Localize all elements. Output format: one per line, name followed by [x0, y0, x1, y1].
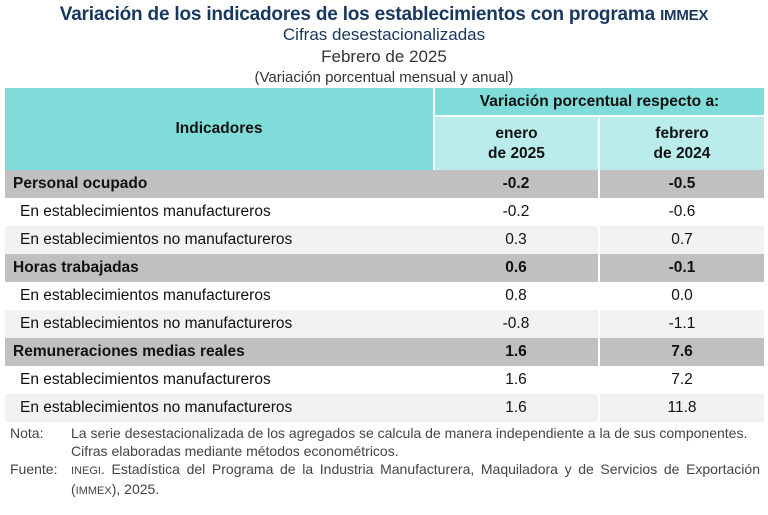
- value-febrero-2024: 11.8: [599, 394, 764, 422]
- row-label: En establecimientos no manufactureros: [5, 310, 434, 338]
- header-group: Variación porcentual respecto a:: [434, 88, 764, 116]
- period: Febrero de 2025: [321, 47, 447, 66]
- value-enero-2025: 0.6: [434, 254, 600, 282]
- value-febrero-2024: -0.6: [599, 198, 764, 226]
- title-suffix: IMMEX: [660, 7, 709, 24]
- table-row: En establecimientos no manufactureros 0.3…: [5, 226, 764, 254]
- value-febrero-2024: -1.1: [599, 310, 764, 338]
- nota-text-2: Cifras elaboradas mediante métodos econo…: [71, 443, 399, 459]
- fuente-text: INEGI. Estadística del Programa de la In…: [71, 460, 760, 500]
- header-col1-line1: enero: [495, 124, 538, 142]
- group-row: Horas trabajadas 0.6 -0.1: [5, 254, 764, 282]
- fuente-immex: IMMEX: [75, 485, 112, 497]
- value-febrero-2024: 0.7: [599, 226, 764, 254]
- page-title: Variación de los indicadores de los esta…: [0, 4, 768, 26]
- row-label: Remuneraciones medias reales: [5, 338, 434, 366]
- value-febrero-2024: 0.0: [599, 282, 764, 310]
- value-enero-2025: -0.8: [434, 310, 600, 338]
- value-enero-2025: 1.6: [434, 394, 600, 422]
- fuente-text-1: . Estadística del Programa de la Industr…: [71, 461, 760, 497]
- table-row: En establecimientos no manufactureros -0.…: [5, 310, 764, 338]
- value-enero-2025: 0.3: [434, 226, 600, 254]
- fuente-text-2: ), 2025.: [111, 481, 160, 497]
- row-label: En establecimientos manufactureros: [5, 198, 434, 226]
- table-row: En establecimientos manufactureros 0.8 0.0: [5, 282, 764, 310]
- value-febrero-2024: 7.6: [599, 338, 764, 366]
- group-row: Personal ocupado -0.2 -0.5: [5, 170, 764, 198]
- value-enero-2025: 1.6: [434, 338, 600, 366]
- notes: Nota: La serie desestacionalizada de los …: [10, 424, 760, 500]
- header-col1-line2: de 2025: [488, 144, 545, 162]
- value-enero-2025: 1.6: [434, 366, 600, 394]
- table-row: En establecimientos no manufactureros 1.6…: [5, 394, 764, 422]
- value-enero-2025: -0.2: [434, 170, 600, 198]
- header-indicadores: Indicadores: [5, 88, 435, 170]
- nota-text: La serie desestacionalizada de los agreg…: [71, 425, 748, 441]
- row-label: En establecimientos manufactureros: [5, 282, 434, 310]
- row-label: Personal ocupado: [5, 170, 434, 198]
- table-row: En establecimientos manufactureros 1.6 7.2: [5, 366, 764, 394]
- group-row: Remuneraciones medias reales 1.6 7.6: [5, 338, 764, 366]
- row-label: En establecimientos no manufactureros: [5, 226, 434, 254]
- header-col2-line1: febrero: [655, 124, 709, 142]
- header-col-febrero: febrero de 2024: [599, 115, 764, 170]
- units-note: (Variación porcentual mensual y anual): [254, 69, 514, 86]
- value-febrero-2024: -0.1: [599, 254, 764, 282]
- value-enero-2025: 0.8: [434, 282, 600, 310]
- row-label: Horas trabajadas: [5, 254, 434, 282]
- row-label: En establecimientos manufactureros: [5, 366, 434, 394]
- value-enero-2025: -0.2: [434, 198, 600, 226]
- value-febrero-2024: -0.5: [599, 170, 764, 198]
- value-febrero-2024: 7.2: [599, 366, 764, 394]
- subtitle: Cifras desestacionalizadas: [282, 25, 486, 44]
- header-col-enero: enero de 2025: [434, 115, 600, 170]
- row-label: En establecimientos no manufactureros: [5, 394, 434, 422]
- nota-label: Nota:: [10, 425, 44, 441]
- table-row: En establecimientos manufactureros -0.2 -0…: [5, 198, 764, 226]
- fuente-inegi: INEGI: [71, 465, 101, 477]
- title-text: Variación de los indicadores de los esta…: [59, 4, 655, 25]
- fuente-label: Fuente:: [10, 461, 58, 477]
- indicators-table: Indicadores Variación porcentual respect…: [5, 88, 764, 422]
- header-col2-line2: de 2024: [653, 144, 711, 162]
